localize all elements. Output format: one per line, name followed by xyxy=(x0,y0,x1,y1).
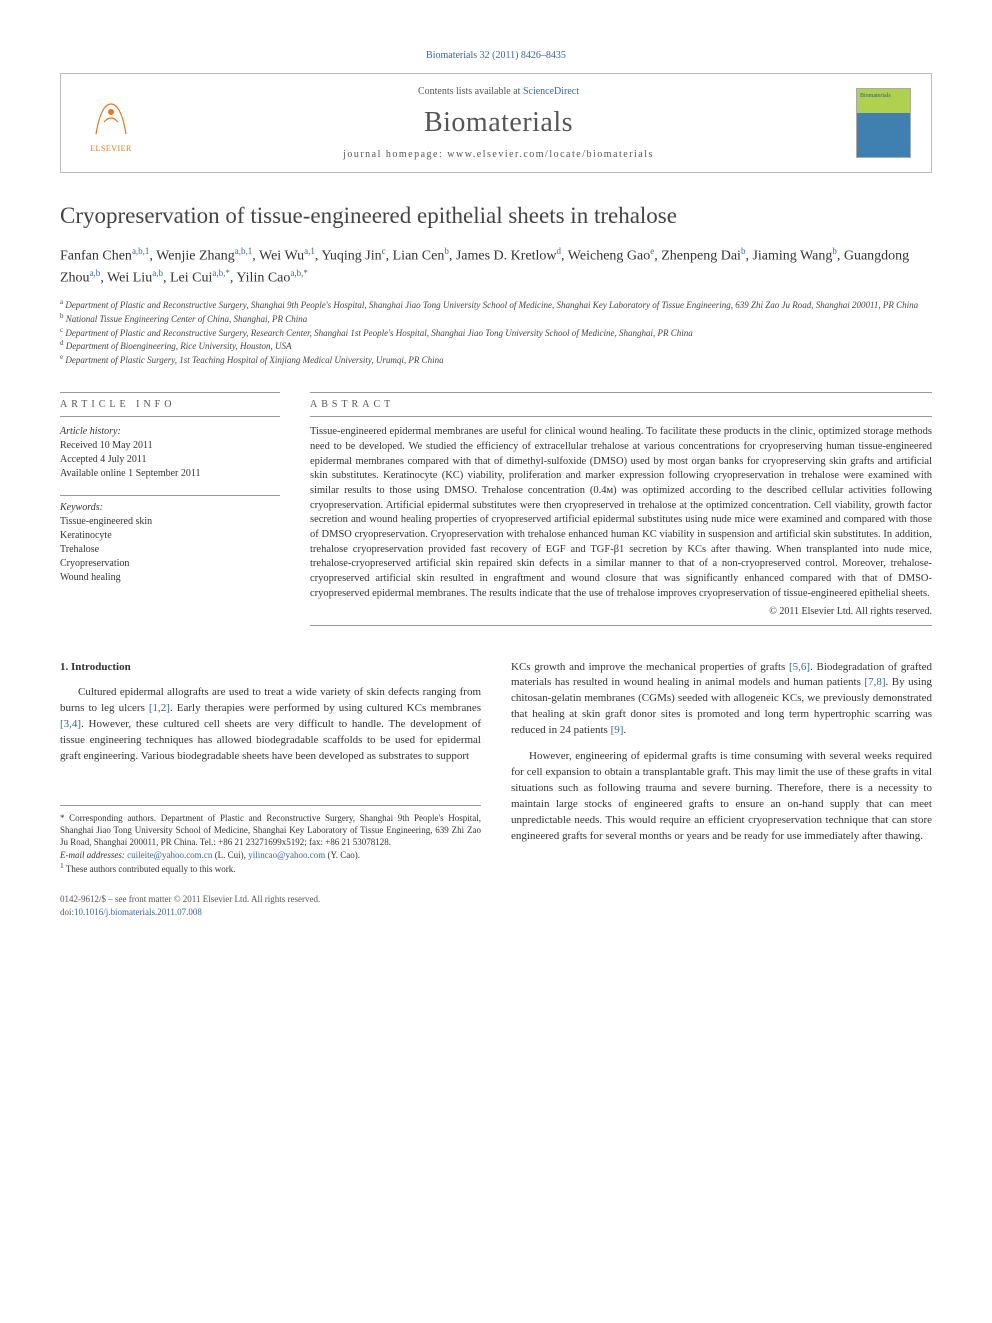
equal-sup: 1 xyxy=(60,861,64,870)
body-columns: 1. Introduction Cultured epidermal allog… xyxy=(60,660,932,919)
affiliation-item: c Department of Plastic and Reconstructi… xyxy=(60,326,932,340)
right-column: KCs growth and improve the mechanical pr… xyxy=(511,660,932,919)
keyword-item: Keratinocyte xyxy=(60,529,280,543)
online-date: Available online 1 September 2011 xyxy=(60,467,280,481)
history-label: Article history: xyxy=(60,425,280,439)
keywords-label: Keywords: xyxy=(60,502,280,513)
equal-contrib-note: 1 These authors contributed equally to t… xyxy=(60,861,481,875)
p1-text-c: . However, these cultured cell sheets ar… xyxy=(60,718,481,762)
homepage-url[interactable]: www.elsevier.com/locate/biomaterials xyxy=(447,149,654,160)
affiliation-item: b National Tissue Engineering Center of … xyxy=(60,312,932,326)
journal-header: ELSEVIER Contents lists available at Sci… xyxy=(60,73,932,173)
sciencedirect-link[interactable]: ScienceDirect xyxy=(523,86,579,97)
contents-prefix: Contents lists available at xyxy=(418,86,523,97)
abstract-heading: ABSTRACT xyxy=(310,399,932,410)
header-citation: Biomaterials 32 (2011) 8426–8435 xyxy=(60,50,932,61)
abstract-text: Tissue-engineered epidermal membranes ar… xyxy=(310,425,932,601)
ref-5-6[interactable]: [5,6] xyxy=(789,661,810,673)
keyword-item: Tissue-engineered skin xyxy=(60,515,280,529)
journal-cover-thumbnail xyxy=(856,88,911,158)
keyword-item: Cryopreservation xyxy=(60,557,280,571)
affiliation-list: a Department of Plastic and Reconstructi… xyxy=(60,298,932,366)
abstract-column: ABSTRACT Tissue-engineered epidermal mem… xyxy=(310,386,932,631)
homepage-line: journal homepage: www.elsevier.com/locat… xyxy=(141,149,856,160)
author-list: Fanfan Chena,b,1, Wenjie Zhanga,b,1, Wei… xyxy=(60,245,932,288)
publisher-name: ELSEVIER xyxy=(90,144,132,153)
elsevier-logo: ELSEVIER xyxy=(81,88,141,158)
accepted-date: Accepted 4 July 2011 xyxy=(60,453,280,467)
ref-1-2[interactable]: [1,2] xyxy=(149,702,170,714)
affiliation-item: a Department of Plastic and Reconstructi… xyxy=(60,298,932,312)
affiliation-item: e Department of Plastic Surgery, 1st Tea… xyxy=(60,353,932,367)
doi-line: doi:10.1016/j.biomaterials.2011.07.008 xyxy=(60,906,481,919)
email-line: E-mail addresses: cuileite@yahoo.com.cn … xyxy=(60,849,481,861)
intro-paragraph-3: However, engineering of epidermal grafts… xyxy=(511,749,932,845)
journal-name: Biomaterials xyxy=(141,107,856,139)
keywords-list: Tissue-engineered skinKeratinocyteTrehal… xyxy=(60,515,280,585)
article-info-column: ARTICLE INFO Article history: Received 1… xyxy=(60,386,280,631)
ref-7-8[interactable]: [7,8] xyxy=(864,676,885,688)
received-date: Received 10 May 2011 xyxy=(60,439,280,453)
article-title: Cryopreservation of tissue-engineered ep… xyxy=(60,203,932,229)
article-info-heading: ARTICLE INFO xyxy=(60,399,280,410)
intro-paragraph-2: KCs growth and improve the mechanical pr… xyxy=(511,660,932,740)
intro-paragraph-1: Cultured epidermal allografts are used t… xyxy=(60,685,481,765)
email-label: E-mail addresses: xyxy=(60,850,127,860)
abstract-copyright: © 2011 Elsevier Ltd. All rights reserved… xyxy=(310,606,932,617)
equal-text: These authors contributed equally to thi… xyxy=(66,864,236,874)
p1-text-b: . Early therapies were performed by usin… xyxy=(170,702,481,714)
email-2[interactable]: yilincao@yahoo.com xyxy=(248,850,325,860)
doi-link[interactable]: 10.1016/j.biomaterials.2011.07.008 xyxy=(74,907,202,917)
affiliation-item: d Department of Bioengineering, Rice Uni… xyxy=(60,339,932,353)
email-1-who: (L. Cui), xyxy=(212,850,248,860)
keyword-item: Trehalose xyxy=(60,543,280,557)
ref-9[interactable]: [9] xyxy=(611,724,624,736)
article-history: Article history: Received 10 May 2011 Ac… xyxy=(60,425,280,481)
p2-text-a: KCs growth and improve the mechanical pr… xyxy=(511,661,789,673)
footer-meta: 0142-9612/$ – see front matter © 2011 El… xyxy=(60,893,481,919)
left-column: 1. Introduction Cultured epidermal allog… xyxy=(60,660,481,919)
p2-text-d: . xyxy=(623,724,626,736)
keyword-item: Wound healing xyxy=(60,571,280,585)
corresponding-author-note: * Corresponding authors. Department of P… xyxy=(60,812,481,848)
footnotes: * Corresponding authors. Department of P… xyxy=(60,805,481,875)
homepage-prefix: journal homepage: xyxy=(343,149,447,160)
email-1[interactable]: cuileite@yahoo.com.cn xyxy=(127,850,212,860)
contents-line: Contents lists available at ScienceDirec… xyxy=(141,86,856,97)
email-2-who: (Y. Cao). xyxy=(325,850,360,860)
doi-label: doi: xyxy=(60,907,74,917)
intro-heading: 1. Introduction xyxy=(60,660,481,676)
ref-3-4[interactable]: [3,4] xyxy=(60,718,81,730)
front-matter-line: 0142-9612/$ – see front matter © 2011 El… xyxy=(60,893,481,906)
